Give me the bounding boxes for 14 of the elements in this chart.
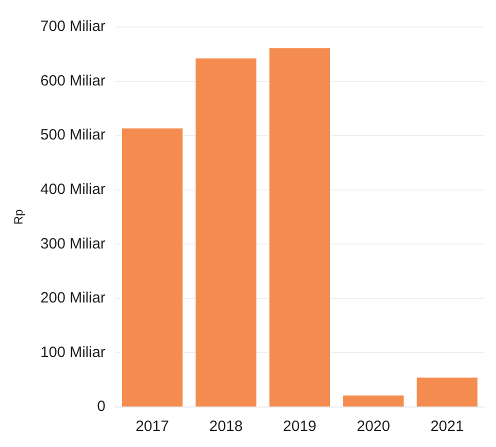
y-tick-label: 500 Miliar [40,126,106,144]
y-tick-label: 700 Miliar [40,18,106,36]
y-tick-label: 400 Miliar [40,181,106,198]
x-tick-label: 2020 [356,418,390,436]
y-tick-label: 200 Miliar [40,290,106,307]
x-tick-label: 2021 [430,418,464,436]
y-tick-label: 100 Miliar [40,344,106,361]
y-tick-label: 600 Miliar [40,72,106,90]
x-tick-label: 2017 [136,418,169,436]
y-tick-label: 0 [97,398,106,416]
x-tick-label: 2019 [283,418,316,436]
y-axis-title: Rp [12,209,26,225]
y-tick-label: 300 Miliar [40,235,106,252]
x-tick-label: 2018 [209,418,243,436]
